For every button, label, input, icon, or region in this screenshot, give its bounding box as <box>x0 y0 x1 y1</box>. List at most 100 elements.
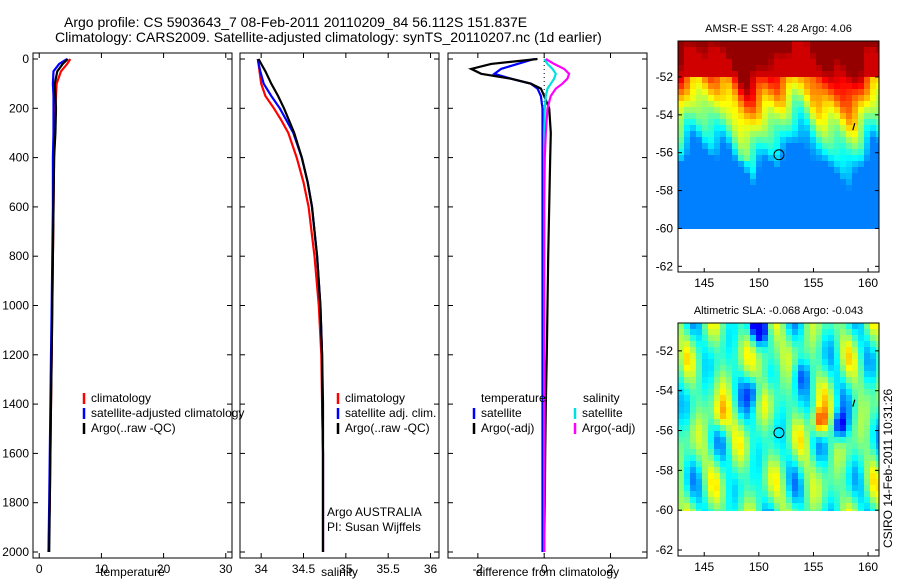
map-cell <box>732 329 739 336</box>
map-cell <box>768 167 775 174</box>
map-cell <box>690 71 697 78</box>
map-cell <box>726 449 733 456</box>
map-cell <box>828 107 835 114</box>
map-cell <box>762 365 769 372</box>
map-cell <box>786 209 793 216</box>
map-cell <box>816 131 823 138</box>
legend-heading: temperature <box>481 391 546 405</box>
map-cell <box>744 191 751 198</box>
map-cell <box>690 461 697 468</box>
map-cell <box>732 131 739 138</box>
x-tick-label: 10 <box>95 562 109 576</box>
map-cell <box>834 173 841 180</box>
map-cell <box>804 149 811 156</box>
map-cell <box>852 419 859 426</box>
map-cell <box>768 83 775 90</box>
map-cell <box>852 203 859 210</box>
map-cell <box>732 203 739 210</box>
map-x-tick-label: 145 <box>694 560 714 574</box>
map-cell <box>798 509 805 511</box>
map-cell <box>822 347 829 354</box>
map-cell <box>762 101 769 108</box>
map-cell <box>684 71 691 78</box>
map-cell <box>846 137 853 144</box>
map-cell <box>864 107 871 114</box>
map-cell <box>828 371 835 378</box>
map-x-tick-label: 145 <box>694 276 714 290</box>
map-cell <box>762 167 769 174</box>
map-cell <box>810 407 817 414</box>
map-cell <box>714 425 721 432</box>
map-cell <box>750 329 757 336</box>
map-cell <box>846 65 853 72</box>
map-cell <box>792 509 799 511</box>
y-tick-label: 0 <box>22 52 29 66</box>
map-cell <box>828 509 835 511</box>
map-cell <box>678 191 685 198</box>
map-cell <box>774 335 781 342</box>
map-cell <box>858 47 865 54</box>
map-cell <box>720 53 727 60</box>
map-cell <box>768 437 775 444</box>
map-cell <box>840 167 847 174</box>
map-cell <box>774 329 781 336</box>
map-cell <box>774 407 781 414</box>
map-cell <box>750 473 757 480</box>
map-cell <box>834 395 841 402</box>
map-cell <box>864 359 871 366</box>
map-cell <box>774 359 781 366</box>
map-cell <box>822 377 829 384</box>
map-cell <box>756 365 763 372</box>
map-cell <box>846 161 853 168</box>
map-cell <box>744 203 751 210</box>
map-cell <box>816 383 823 390</box>
map-cell <box>810 509 817 511</box>
map-cell <box>696 329 703 336</box>
map-cell <box>744 77 751 84</box>
map-cell <box>702 467 709 474</box>
map-cell <box>762 455 769 462</box>
map-cell <box>840 467 847 474</box>
map-cell <box>690 161 697 168</box>
map-cell <box>738 89 745 96</box>
map-cell <box>846 479 853 486</box>
map-cell <box>816 149 823 156</box>
map-cell <box>756 329 763 336</box>
map-cell <box>756 509 763 511</box>
map-cell <box>828 467 835 474</box>
map-cell <box>762 191 769 198</box>
map-cell <box>714 113 721 120</box>
map-cell <box>726 77 733 84</box>
map-cell <box>720 467 727 474</box>
map-cell <box>828 425 835 432</box>
map-cell <box>870 509 877 511</box>
map-cell <box>840 173 847 180</box>
map-cell <box>756 179 763 186</box>
map-cell <box>858 65 865 72</box>
map-cell <box>846 185 853 192</box>
map-cell <box>684 41 691 48</box>
map-cell <box>798 323 805 330</box>
map-cell <box>762 389 769 396</box>
map-cell <box>792 383 799 390</box>
map-cell <box>720 473 727 480</box>
map-cell <box>738 413 745 420</box>
map-cell <box>756 467 763 474</box>
map-cell <box>798 503 805 510</box>
map-cell <box>804 491 811 498</box>
map-cell <box>822 329 829 336</box>
map-cell <box>774 341 781 348</box>
map-cell <box>774 449 781 456</box>
map-cell <box>726 377 733 384</box>
map-cell <box>810 167 817 174</box>
map-cell <box>750 59 757 66</box>
map-cell <box>696 365 703 372</box>
map-cell <box>756 419 763 426</box>
map-cell <box>708 503 715 510</box>
map-cell <box>768 77 775 84</box>
map-cell <box>792 401 799 408</box>
map-cell <box>840 179 847 186</box>
map-cell <box>708 65 715 72</box>
map-cell <box>834 107 841 114</box>
map-cell <box>708 413 715 420</box>
